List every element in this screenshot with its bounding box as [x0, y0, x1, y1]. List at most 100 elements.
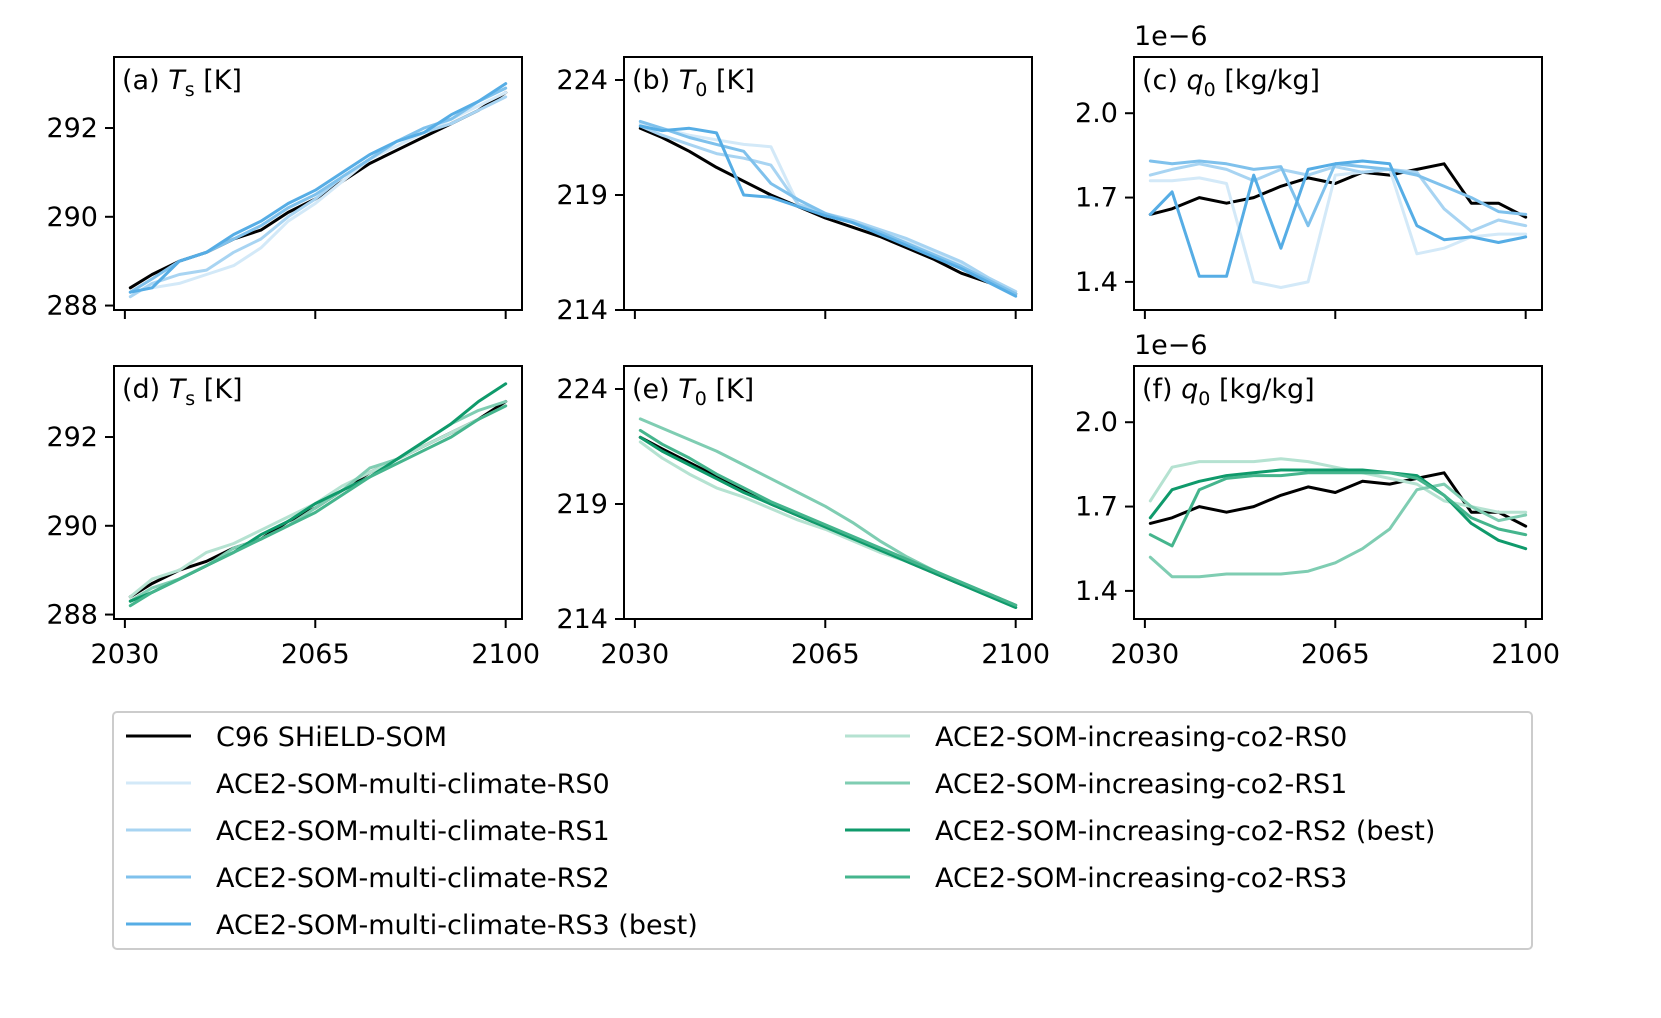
y-tick-label: 288: [46, 600, 98, 631]
axes-frame: [1133, 56, 1543, 311]
y-tick-label: 224: [556, 374, 608, 405]
panel-label: (e) T0 [K]: [632, 374, 754, 410]
panel-label-var: T: [169, 374, 188, 405]
y-tick-label: 288: [46, 291, 98, 322]
y-tick-label: 224: [556, 65, 608, 96]
y-tick-label: 290: [46, 511, 98, 542]
panel-label-unit: [kg/kg]: [1216, 65, 1320, 96]
legend-item: ACE2-SOM-increasing-co2-RS1: [845, 769, 1347, 800]
series-line: [1148, 159, 1528, 278]
panel-label-var: T: [679, 65, 698, 96]
legend-label: ACE2-SOM-multi-climate-RS0: [216, 769, 610, 800]
y-tick-label: 219: [556, 489, 608, 520]
legend-label: ACE2-SOM-multi-climate-RS1: [216, 816, 610, 847]
series-line: [1148, 482, 1528, 579]
series-line: [638, 119, 1018, 296]
panel-label-unit: [K]: [707, 65, 754, 96]
legend-label: ACE2-SOM-increasing-co2-RS0: [935, 722, 1347, 753]
panel-label-prefix: (b): [632, 65, 679, 96]
series-line: [128, 82, 508, 294]
series-line: [1148, 167, 1528, 289]
axes-frame: [1133, 365, 1543, 620]
axes-frame: [113, 56, 523, 311]
panel-label-prefix: (e): [632, 374, 678, 405]
panel-label-prefix: (c): [1142, 65, 1187, 96]
panel-label-var: T: [678, 374, 697, 405]
y-tick-label: 219: [556, 180, 608, 211]
panel-b: 214 219 224 (b) T0 [K]: [556, 56, 1033, 326]
y-tick-label: 1.4: [1075, 267, 1118, 298]
legend-label: ACE2-SOM-multi-climate-RS3 (best): [216, 910, 698, 941]
legend-label: ACE2-SOM-increasing-co2-RS2 (best): [935, 816, 1435, 847]
series-line: [128, 404, 508, 608]
legend-frame: [112, 711, 1533, 950]
legend-item: ACE2-SOM-increasing-co2-RS3: [845, 863, 1347, 894]
panel-a: 288 290 292 (a) Ts [K]: [46, 56, 523, 322]
axes-frame: [623, 365, 1033, 620]
panel-d: 288 290 292 2030 2065 2100 (d) Ts [K]: [46, 365, 540, 670]
y-tick-label: 1.7: [1075, 492, 1118, 523]
y-tick-label: 214: [556, 604, 608, 635]
legend-label: ACE2-SOM-increasing-co2-RS3: [935, 863, 1347, 894]
x-tick-label: 2100: [471, 639, 540, 670]
y-tick-label: 1.4: [1075, 576, 1118, 607]
y-tick-label: 292: [46, 113, 98, 144]
axes-frame: [113, 365, 523, 620]
panel-label-prefix: (f): [1142, 374, 1181, 405]
x-tick-label: 2065: [281, 639, 350, 670]
legend-item: ACE2-SOM-increasing-co2-RS0: [845, 722, 1347, 753]
panel-label-prefix: (d): [122, 374, 169, 405]
panel-c: 1.4 1.7 2.0 (c) q0 [kg/kg] 1e−6: [1075, 21, 1543, 319]
panel-label: (a) Ts [K]: [122, 65, 242, 101]
series-line: [638, 428, 1018, 607]
axes-frame: [623, 56, 1033, 311]
panel-label: (d) Ts [K]: [122, 374, 243, 410]
y-tick-label: 2.0: [1075, 98, 1118, 129]
legend-label: ACE2-SOM-increasing-co2-RS1: [935, 769, 1347, 800]
series-line: [638, 126, 1018, 296]
series-line: [638, 435, 1018, 609]
legend-label: ACE2-SOM-multi-climate-RS2: [216, 863, 610, 894]
panel-label-var: q: [1181, 374, 1198, 405]
panel-label-unit: [K]: [707, 374, 754, 405]
panel-label-unit: [kg/kg]: [1210, 374, 1314, 405]
panel-label-var: q: [1187, 65, 1204, 96]
legend-label: C96 SHiELD-SOM: [216, 722, 447, 753]
legend-item: ACE2-SOM-multi-climate-RS1: [126, 816, 610, 847]
x-tick-label: 2065: [1301, 639, 1370, 670]
series-line: [638, 124, 1018, 298]
axis-offset-label: 1e−6: [1134, 330, 1208, 361]
legend: C96 SHiELD-SOM ACE2-SOM-multi-climate-RS0…: [112, 711, 1533, 950]
series-line: [1148, 162, 1528, 219]
y-tick-label: 1.7: [1075, 183, 1118, 214]
panel-label-sub: s: [185, 388, 195, 410]
x-tick-label: 2030: [1111, 639, 1180, 670]
panel-e: 214 219 224 2030 2065 2100 (e) T0 [K]: [556, 365, 1050, 670]
series-line: [128, 95, 508, 299]
panel-label: (c) q0 [kg/kg]: [1142, 65, 1320, 101]
x-tick-label: 2030: [91, 639, 160, 670]
panel-label-unit: [K]: [195, 374, 242, 405]
panel-label-sub: 0: [1198, 388, 1210, 410]
legend-item: C96 SHiELD-SOM: [126, 722, 447, 753]
legend-item: ACE2-SOM-multi-climate-RS2: [126, 863, 610, 894]
panel-label-sub: 0: [695, 79, 707, 101]
series-line: [638, 417, 1018, 609]
panel-label-unit: [K]: [195, 65, 242, 96]
series-line: [1148, 468, 1528, 551]
panel-label-sub: 0: [1204, 79, 1216, 101]
x-tick-label: 2100: [981, 639, 1050, 670]
y-tick-label: 292: [46, 422, 98, 453]
series-line: [1148, 457, 1528, 514]
x-tick-label: 2030: [601, 639, 670, 670]
y-tick-label: 290: [46, 202, 98, 233]
legend-item: ACE2-SOM-multi-climate-RS3 (best): [126, 910, 698, 941]
series-line: [1148, 159, 1528, 228]
panel-label-sub: 0: [695, 388, 707, 410]
x-tick-label: 2065: [791, 639, 860, 670]
y-tick-label: 214: [556, 295, 608, 326]
axis-offset-label: 1e−6: [1134, 21, 1208, 52]
panel-label-sub: s: [185, 79, 195, 101]
